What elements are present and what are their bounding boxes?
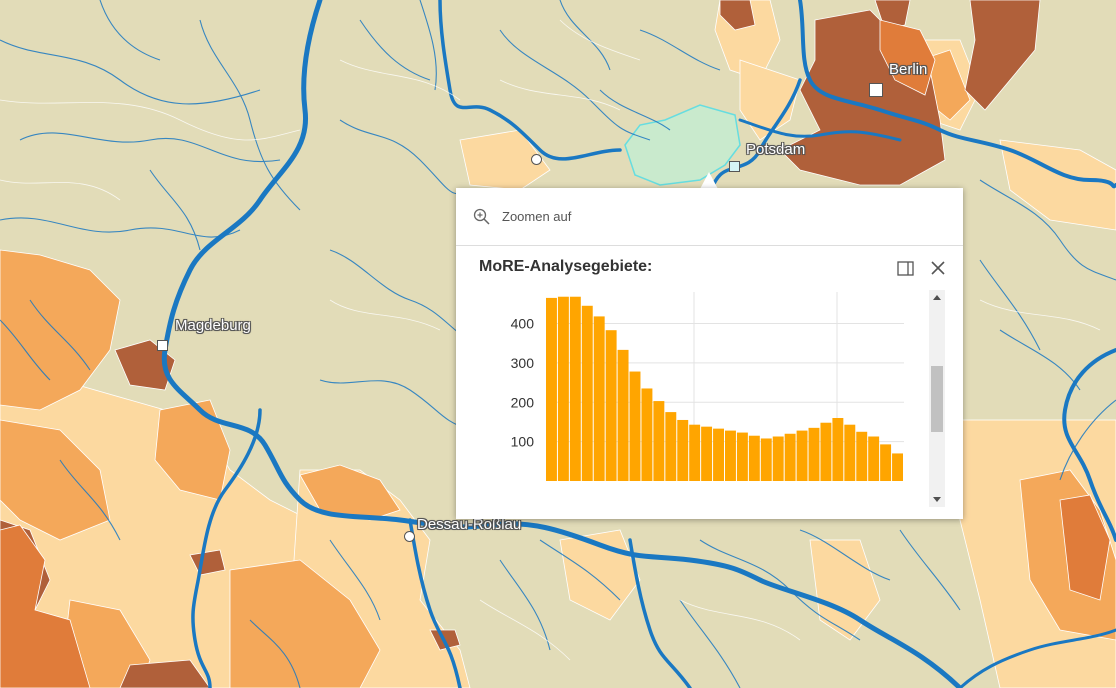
chart-bar[interactable] (844, 424, 856, 481)
magdeburg-marker[interactable] (157, 340, 168, 351)
chart-bar[interactable] (653, 401, 665, 481)
close-icon[interactable] (928, 258, 948, 278)
city-label-berlin: Berlin (889, 61, 928, 78)
chart-bar[interactable] (665, 412, 677, 481)
chart-bar[interactable] (557, 296, 569, 481)
city-label-magdeburg: Magdeburg (175, 317, 251, 334)
potsdam-marker[interactable] (729, 161, 740, 172)
chart-bar[interactable] (856, 431, 868, 481)
chart-bar[interactable] (629, 371, 641, 481)
chart-bar[interactable] (546, 297, 557, 481)
chart-bar[interactable] (880, 444, 892, 481)
map-area-dark-orange (0, 19, 1111, 688)
chart-bar[interactable] (701, 426, 713, 481)
chart-bar[interactable] (677, 419, 689, 481)
dessau-marker[interactable] (404, 531, 415, 542)
chart-bar[interactable] (772, 436, 784, 481)
zoom-label: Zoomen auf (502, 209, 572, 224)
chart-bar[interactable] (760, 438, 772, 481)
dock-icon[interactable] (896, 260, 916, 278)
y-tick-label: 400 (511, 316, 535, 332)
y-tick-label: 200 (511, 394, 535, 410)
chart-bar[interactable] (725, 430, 736, 481)
popup-title: MoRE-Analysegebiete: (479, 258, 653, 275)
city-label-potsdam: Potsdam (746, 141, 806, 158)
bar-chart: 100 200 300 400 (511, 292, 904, 481)
chart-bar[interactable] (796, 430, 808, 481)
chart-bar[interactable] (617, 349, 629, 481)
chart-bar[interactable] (808, 427, 820, 481)
zoom-in-icon (473, 208, 490, 225)
chart-bar[interactable] (736, 432, 748, 481)
berlin-marker[interactable] (869, 83, 883, 97)
y-tick-label: 300 (511, 355, 535, 371)
chart-bar[interactable] (605, 330, 617, 481)
chart-bar[interactable] (689, 424, 701, 481)
chart-bar[interactable] (581, 305, 593, 481)
chart-bar[interactable] (748, 435, 760, 481)
zoom-to-action[interactable]: Zoomen auf (456, 188, 963, 246)
chart-bar[interactable] (569, 296, 581, 481)
chart-bar[interactable] (641, 388, 653, 481)
scroll-thumb[interactable] (931, 366, 943, 432)
city-label-dessau: Dessau-Roßlau (417, 516, 522, 533)
town-marker[interactable] (531, 154, 542, 165)
chart-bar[interactable] (820, 422, 832, 481)
chart-bar[interactable] (832, 418, 844, 481)
chart-bar[interactable] (868, 436, 880, 481)
chart-bar[interactable] (593, 316, 605, 481)
popup-scrollbar[interactable] (929, 290, 945, 507)
scroll-down-arrow-icon[interactable] (929, 491, 945, 507)
y-tick-label: 100 (511, 434, 535, 450)
feature-popup: Zoomen auf MoRE-Analysegebiete: 100 200 30… (456, 188, 963, 519)
scroll-up-arrow-icon[interactable] (929, 290, 945, 306)
catchment-boundaries (0, 19, 1101, 661)
chart-bar[interactable] (784, 433, 796, 481)
popup-pointer (700, 172, 718, 189)
chart-bar[interactable] (713, 428, 724, 481)
chart-bar[interactable] (892, 453, 903, 481)
